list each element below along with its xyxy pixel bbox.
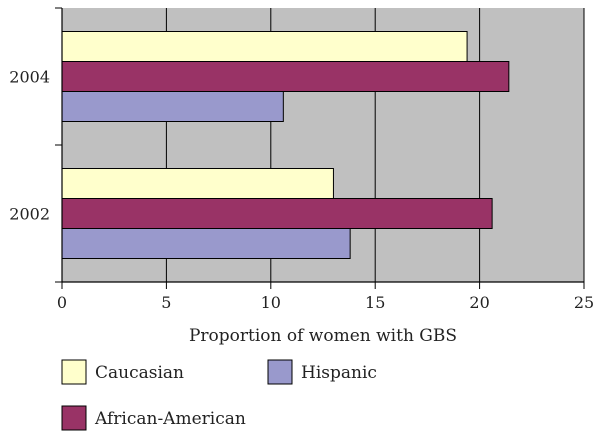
x-tick-label-0: 0 [57, 293, 67, 312]
bars [61, 31, 510, 259]
legend-swatch-african-american [61, 405, 87, 431]
x-tick-label-5: 5 [161, 293, 171, 312]
bar-african-american-2002 [61, 198, 493, 229]
axes [55, 7, 585, 289]
x-tick-label-10: 10 [261, 293, 281, 312]
bar-hispanic-2002 [61, 228, 351, 259]
legend-label-african-american: African-American [94, 409, 246, 429]
x-tick-label-20: 20 [469, 293, 489, 312]
legend-swatch-caucasian [61, 359, 87, 385]
bar-hispanic-2004 [61, 91, 284, 122]
legend: Caucasian Hispanic African-American [61, 359, 377, 431]
y-tick-label-2002: 2002 [9, 205, 50, 224]
bar-african-american-2004 [61, 61, 510, 92]
x-tick-label-15: 15 [365, 293, 385, 312]
legend-swatch-hispanic [267, 359, 293, 385]
bar-caucasian-2002 [61, 168, 334, 199]
tick-labels: 0 5 10 15 20 25 2002 2004 [9, 68, 594, 313]
legend-label-caucasian: Caucasian [95, 363, 184, 383]
bar-caucasian-2004 [61, 31, 468, 62]
legend-label-hispanic: Hispanic [301, 363, 377, 383]
x-axis-title: Proportion of women with GBS [189, 326, 457, 346]
y-tick-label-2004: 2004 [9, 68, 50, 87]
x-tick-label-25: 25 [574, 293, 594, 312]
